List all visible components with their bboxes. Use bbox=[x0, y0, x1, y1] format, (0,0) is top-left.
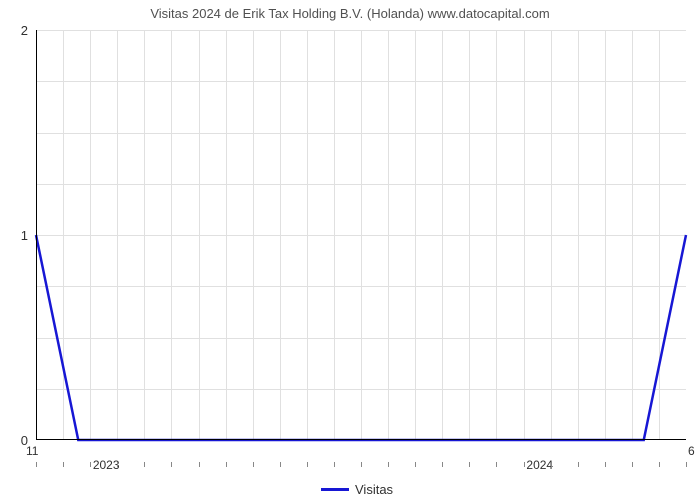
legend: Visitas bbox=[321, 482, 393, 497]
x-axis-label: 2024 bbox=[526, 458, 553, 472]
x-minor-tick bbox=[171, 462, 172, 467]
data-line bbox=[36, 30, 686, 440]
plot-area bbox=[36, 30, 686, 440]
chart-title: Visitas 2024 de Erik Tax Holding B.V. (H… bbox=[0, 6, 700, 21]
y-tick-label: 2 bbox=[0, 23, 28, 38]
x-minor-tick bbox=[686, 462, 687, 467]
x-minor-tick bbox=[605, 462, 606, 467]
x-minor-tick bbox=[90, 462, 91, 467]
x-minor-tick bbox=[496, 462, 497, 467]
chart-container: Visitas 2024 de Erik Tax Holding B.V. (H… bbox=[0, 0, 700, 500]
x-minor-tick bbox=[199, 462, 200, 467]
corner-label-right: 6 bbox=[688, 444, 695, 458]
x-minor-tick bbox=[280, 462, 281, 467]
x-minor-tick bbox=[117, 462, 118, 467]
x-minor-tick bbox=[307, 462, 308, 467]
x-minor-tick bbox=[361, 462, 362, 467]
y-tick-label: 0 bbox=[0, 433, 28, 448]
x-minor-tick bbox=[632, 462, 633, 467]
x-minor-tick bbox=[388, 462, 389, 467]
x-minor-tick bbox=[524, 462, 525, 467]
x-minor-tick bbox=[63, 462, 64, 467]
x-axis-label: 2023 bbox=[93, 458, 120, 472]
legend-label: Visitas bbox=[355, 482, 393, 497]
y-tick-label: 1 bbox=[0, 228, 28, 243]
x-minor-tick bbox=[36, 462, 37, 467]
x-minor-tick bbox=[334, 462, 335, 467]
x-minor-tick bbox=[469, 462, 470, 467]
x-minor-tick bbox=[226, 462, 227, 467]
x-minor-tick bbox=[551, 462, 552, 467]
x-minor-tick bbox=[442, 462, 443, 467]
legend-swatch bbox=[321, 488, 349, 491]
corner-label-left: 11 bbox=[26, 444, 38, 458]
x-minor-tick bbox=[144, 462, 145, 467]
x-minor-tick bbox=[578, 462, 579, 467]
x-minor-tick bbox=[415, 462, 416, 467]
x-minor-tick bbox=[253, 462, 254, 467]
x-minor-tick bbox=[659, 462, 660, 467]
